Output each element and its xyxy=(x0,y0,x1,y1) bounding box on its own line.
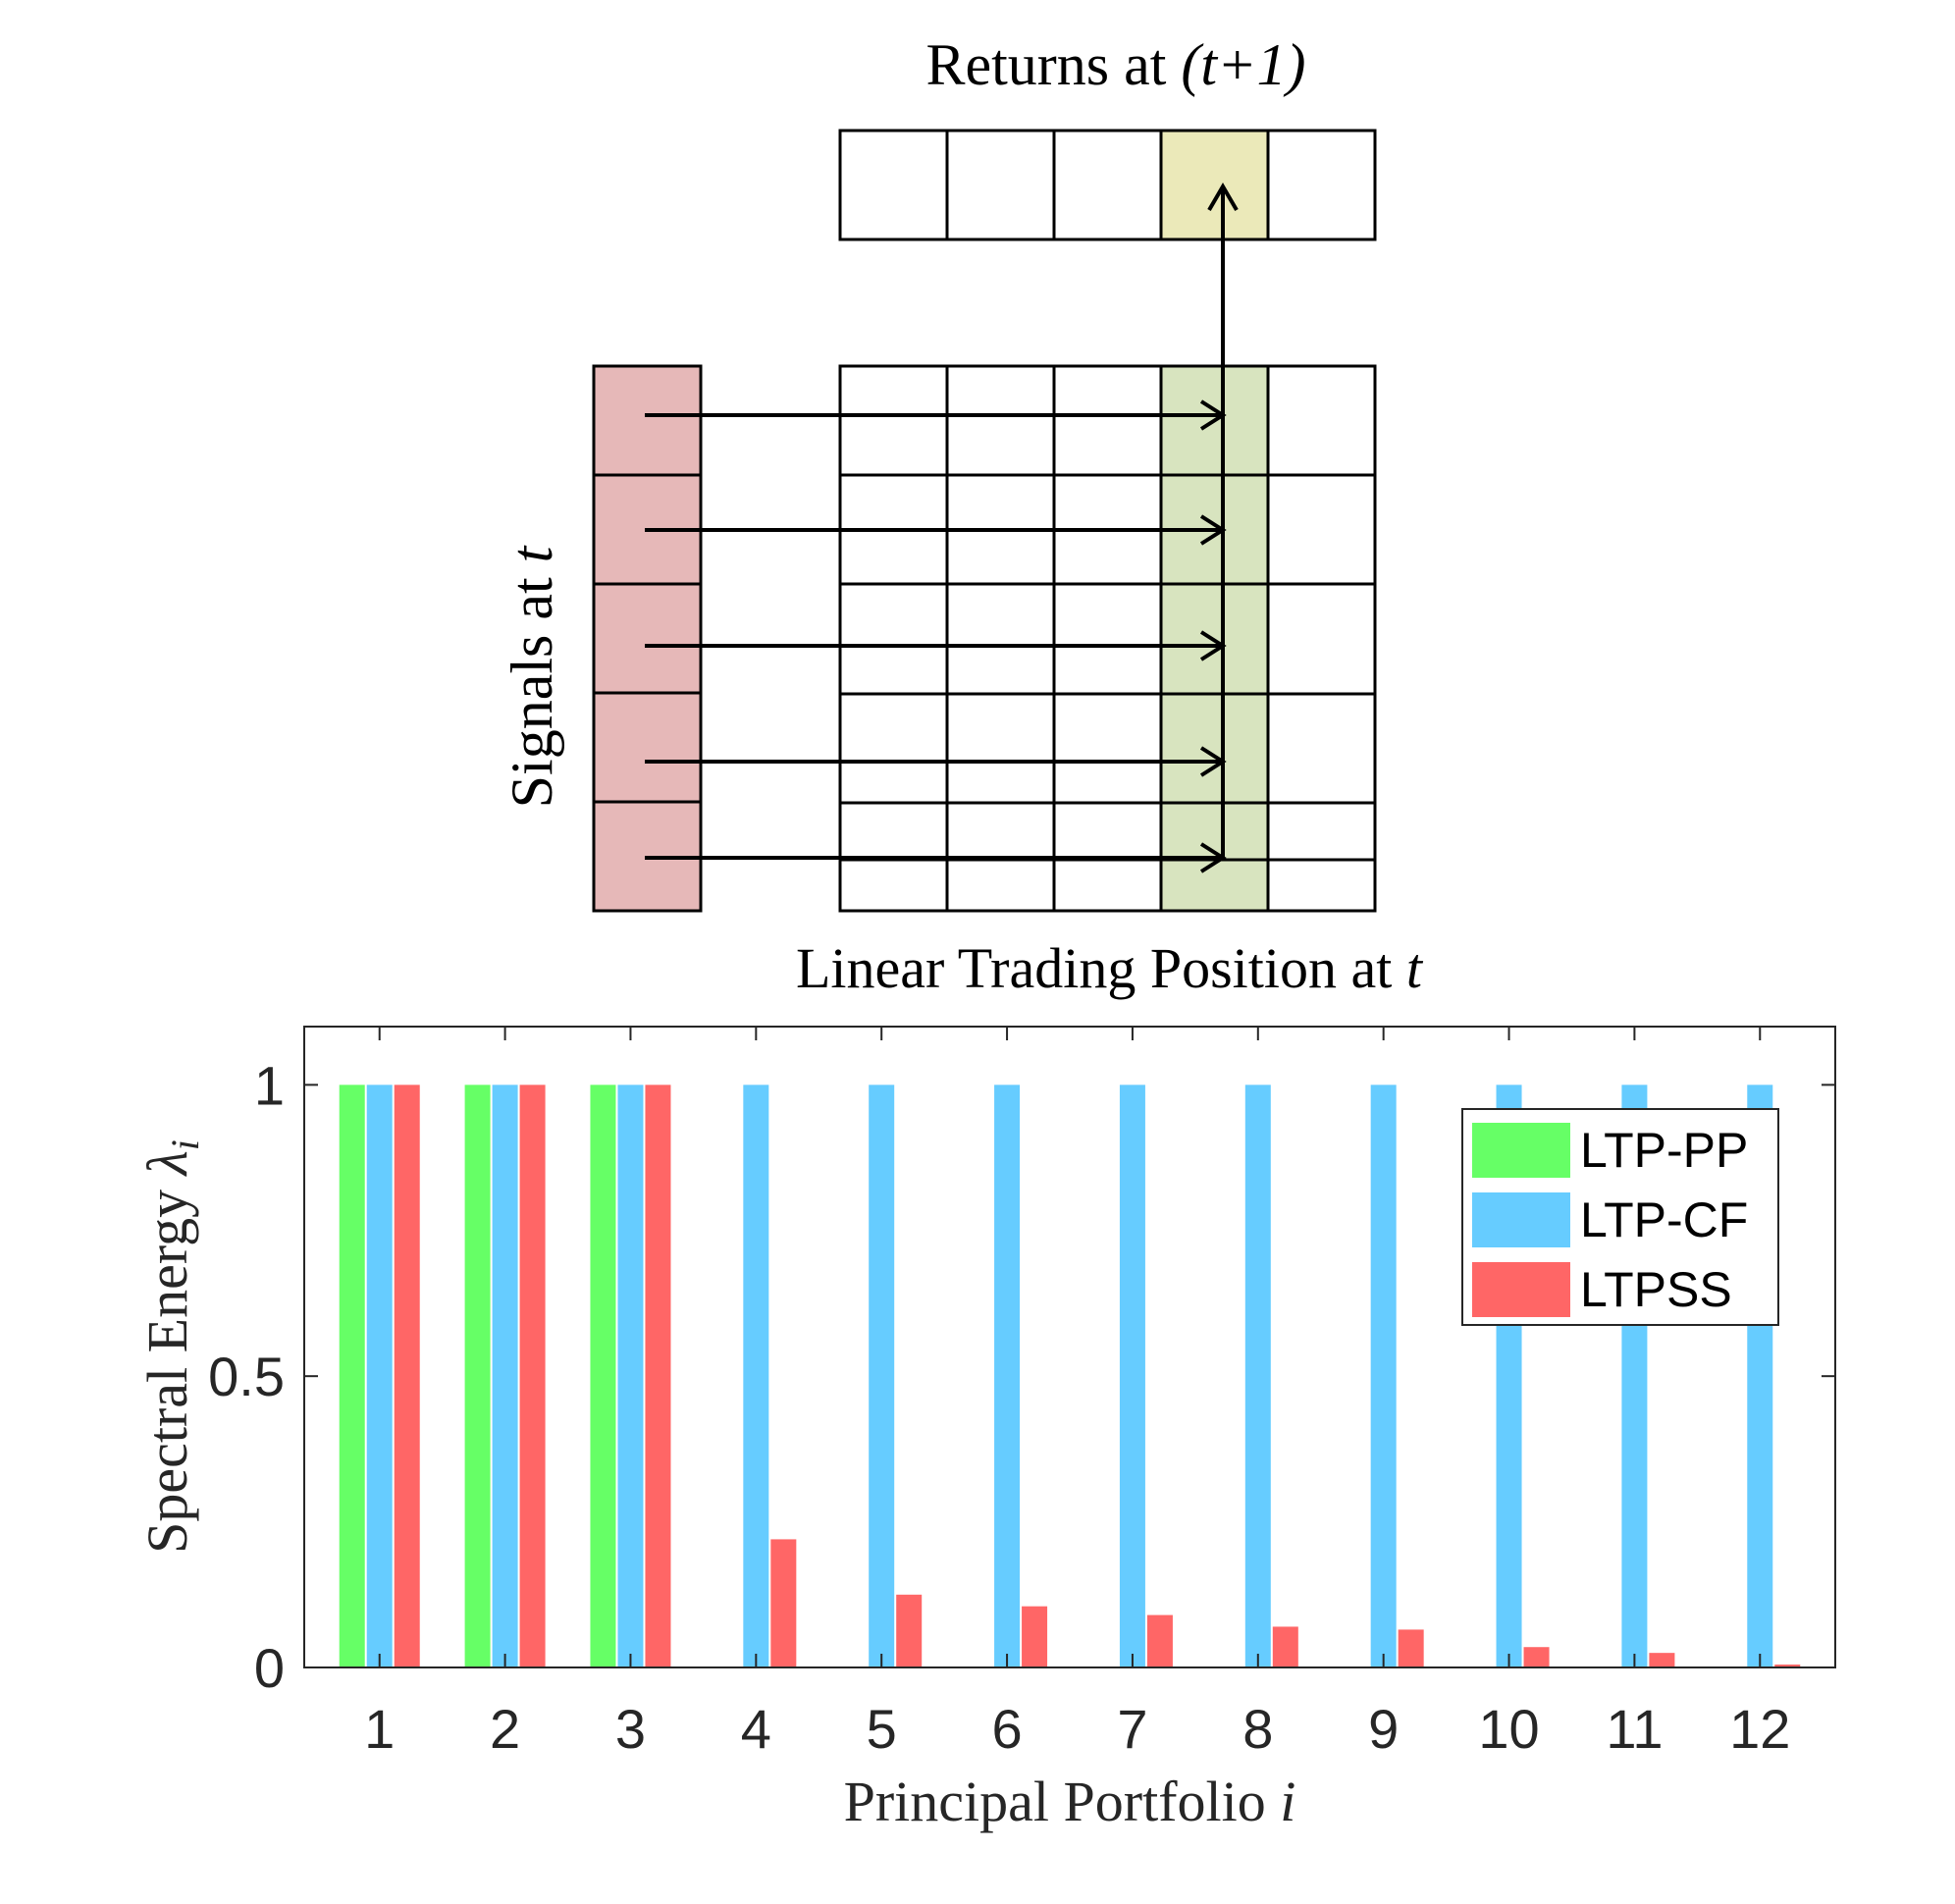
y-axis-ticks: 00.51 xyxy=(208,1054,1835,1699)
legend-label-ltpss: LTPSS xyxy=(1580,1262,1732,1317)
bar-ltpss-4 xyxy=(770,1539,797,1667)
bar-ltp-cf-8 xyxy=(1244,1084,1271,1667)
x-tick-label: 8 xyxy=(1242,1698,1273,1760)
bar-ltpss-2 xyxy=(519,1084,546,1667)
plot-area-frame xyxy=(303,1026,1836,1668)
x-tick-label: 10 xyxy=(1478,1698,1539,1760)
bar-ltpss-11 xyxy=(1649,1653,1675,1667)
y-axis-label: Spectral Energy λi xyxy=(135,1139,207,1554)
x-tick-label: 7 xyxy=(1117,1698,1147,1760)
returns-label: Returns at (t+1) xyxy=(925,32,1305,97)
legend-label-ltp-pp: LTP-PP xyxy=(1580,1123,1748,1178)
legend-swatch-ltp-pp xyxy=(1472,1123,1570,1178)
bar-ltpss-1 xyxy=(394,1084,420,1667)
bar-chart: 00.51 1 2 3 4 5 6 7 8 9 10 11 12 Principal Portfoli… xyxy=(135,1026,1836,1833)
bar-ltpss-9 xyxy=(1398,1629,1424,1667)
x-axis-ticks: 1 2 3 4 5 6 7 8 9 10 11 12 xyxy=(364,1027,1790,1760)
chart-legend: LTP-PP LTP-CF LTPSS xyxy=(1461,1108,1779,1326)
signal-cell xyxy=(592,364,703,477)
x-tick-label: 5 xyxy=(867,1698,897,1760)
return-cell xyxy=(945,129,1056,241)
y-tick-label: 0.5 xyxy=(208,1346,285,1407)
signals-label: Signals at t xyxy=(500,545,564,808)
signal-cell xyxy=(592,582,703,695)
bar-ltp-cf-4 xyxy=(743,1084,769,1667)
bar-ltp-pp-3 xyxy=(590,1084,616,1667)
x-tick-label: 9 xyxy=(1368,1698,1399,1760)
bar-ltp-cf-9 xyxy=(1370,1084,1397,1667)
signal-cell xyxy=(592,691,703,804)
bar-ltpss-10 xyxy=(1523,1647,1550,1667)
bar-ltp-cf-2 xyxy=(492,1084,518,1667)
legend-label-ltp-cf: LTP-CF xyxy=(1580,1192,1748,1247)
bar-ltpss-8 xyxy=(1272,1626,1298,1667)
bar-ltpss-12 xyxy=(1774,1665,1801,1667)
bar-ltp-pp-1 xyxy=(339,1084,365,1667)
chart-bars xyxy=(339,1084,1801,1667)
arrowhead-up xyxy=(1207,183,1239,212)
signals-column xyxy=(592,364,703,913)
signal-arrows xyxy=(645,183,1239,873)
x-tick-label: 12 xyxy=(1729,1698,1790,1760)
return-cell xyxy=(1052,129,1163,241)
trading-diagram: Returns at (t+1) Signals at t Linear Tra… xyxy=(500,32,1424,1000)
bar-ltp-cf-5 xyxy=(869,1084,895,1667)
bar-ltp-pp-2 xyxy=(464,1084,491,1667)
return-cell xyxy=(1159,129,1270,241)
bar-ltpss-6 xyxy=(1022,1606,1048,1667)
x-tick-label: 11 xyxy=(1606,1698,1663,1760)
bar-ltp-cf-1 xyxy=(366,1084,393,1667)
y-tick-label: 1 xyxy=(254,1054,285,1116)
bar-ltpss-3 xyxy=(645,1084,671,1667)
x-axis-label: Principal Portfolio i xyxy=(844,1770,1296,1833)
bar-ltp-cf-7 xyxy=(1119,1084,1145,1667)
returns-row xyxy=(838,129,1377,241)
return-cell xyxy=(1266,129,1377,241)
legend-swatch-ltpss xyxy=(1472,1262,1570,1317)
y-tick-label: 0 xyxy=(254,1637,285,1699)
x-tick-label: 4 xyxy=(741,1698,771,1760)
bar-ltpss-5 xyxy=(896,1594,923,1667)
x-tick-label: 6 xyxy=(991,1698,1022,1760)
position-label: Linear Trading Position at t xyxy=(796,936,1424,1000)
bar-ltp-cf-6 xyxy=(994,1084,1021,1667)
x-tick-label: 3 xyxy=(615,1698,646,1760)
legend-swatch-ltp-cf xyxy=(1472,1192,1570,1247)
return-cell xyxy=(838,129,949,241)
x-tick-label: 1 xyxy=(364,1698,395,1760)
bar-ltp-cf-3 xyxy=(617,1084,644,1667)
bar-ltpss-7 xyxy=(1146,1614,1173,1667)
position-grid xyxy=(838,364,1377,913)
x-tick-label: 2 xyxy=(490,1698,520,1760)
position-grid-border xyxy=(838,364,1377,913)
